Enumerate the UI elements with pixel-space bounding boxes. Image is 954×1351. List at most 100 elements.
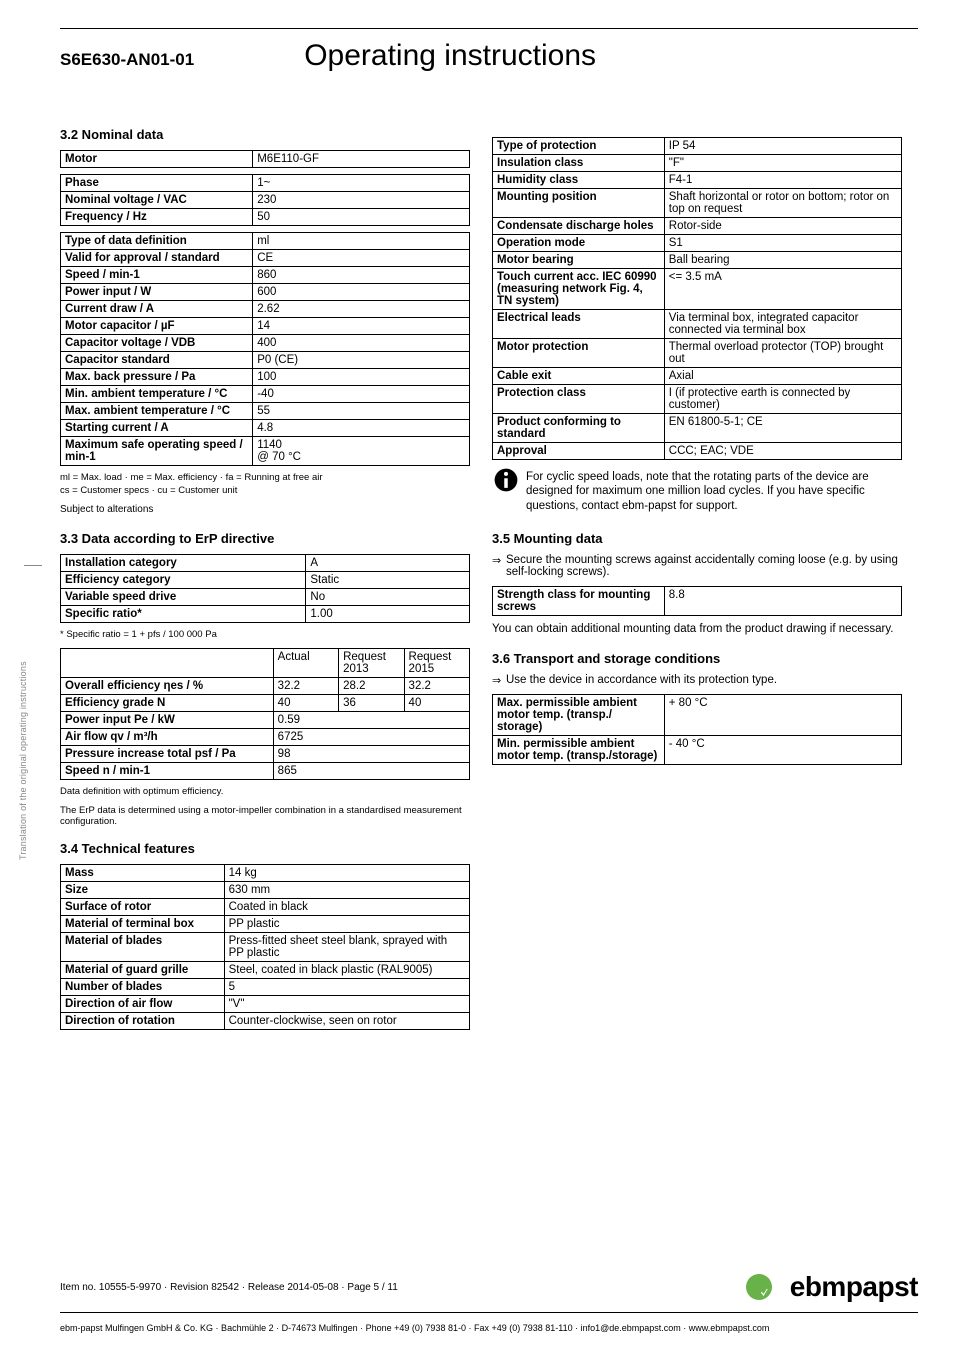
nominal-table: Type of data definitionml Valid for appr… bbox=[60, 232, 470, 466]
mounting-table: Strength class for mounting screws8.8 bbox=[492, 586, 902, 616]
row-v: Coated in black bbox=[224, 898, 469, 915]
row-b: 28.2 bbox=[339, 677, 404, 694]
row-k: Motor bearing bbox=[493, 252, 665, 269]
erp2-footnote-1: Data definition with optimum efficiency. bbox=[60, 786, 470, 797]
section-3-5-title: 3.5 Mounting data bbox=[492, 531, 902, 546]
row-v: Thermal overload protector (TOP) brought… bbox=[664, 339, 901, 368]
row-k: Max. permissible ambient motor temp. (tr… bbox=[493, 694, 665, 735]
erp2-footnote-2: The ErP data is determined using a motor… bbox=[60, 805, 470, 827]
mounting-bullet: Secure the mounting screws against accid… bbox=[492, 554, 902, 578]
transport-table: Max. permissible ambient motor temp. (tr… bbox=[492, 694, 902, 765]
product-code: S6E630-AN01-01 bbox=[60, 50, 194, 70]
row-v: Via terminal box, integrated capacitor c… bbox=[664, 310, 901, 339]
row-k: Speed / min-1 bbox=[61, 267, 253, 284]
row-v: P0 (CE) bbox=[253, 352, 470, 369]
row-k: Material of guard grille bbox=[61, 961, 225, 978]
row-k: Specific ratio* bbox=[61, 605, 306, 622]
row-v: 230 bbox=[253, 192, 470, 209]
row-v: Rotor-side bbox=[664, 218, 901, 235]
row-k: Condensate discharge holes bbox=[493, 218, 665, 235]
row-k: Efficiency category bbox=[61, 571, 306, 588]
row-v: IP 54 bbox=[664, 138, 901, 155]
row-k: Variable speed drive bbox=[61, 588, 306, 605]
footer-company-info: ebm-papst Mulfingen GmbH & Co. KG · Bach… bbox=[60, 1323, 918, 1333]
row-k: Overall efficiency ηes / % bbox=[61, 677, 274, 694]
row-v: CE bbox=[253, 250, 470, 267]
row-k: Electrical leads bbox=[493, 310, 665, 339]
row-k: Capacitor voltage / VDB bbox=[61, 335, 253, 352]
row-k: Operation mode bbox=[493, 235, 665, 252]
row-v: <= 3.5 mA bbox=[664, 269, 901, 310]
top-rule bbox=[60, 28, 918, 29]
row-k: Min. permissible ambient motor temp. (tr… bbox=[493, 735, 665, 764]
row-v: Axial bbox=[664, 368, 901, 385]
mounting-note: You can obtain additional mounting data … bbox=[492, 622, 902, 636]
row-k: Motor capacitor / µF bbox=[61, 318, 253, 335]
row-k: Size bbox=[61, 881, 225, 898]
row-v: 14 kg bbox=[224, 864, 469, 881]
row-v: Press-fitted sheet steel blank, sprayed … bbox=[224, 932, 469, 961]
footer-item-info: Item no. 10555-5-9970 · Revision 82542 ·… bbox=[60, 1282, 398, 1293]
row-k: Efficiency grade N bbox=[61, 694, 274, 711]
row-v: 1.00 bbox=[306, 605, 470, 622]
page-title: Operating instructions bbox=[304, 39, 596, 73]
row-a: 98 bbox=[273, 745, 469, 762]
row-c: 32.2 bbox=[404, 677, 469, 694]
row-c: 40 bbox=[404, 694, 469, 711]
row-k: Air flow qv / m³/h bbox=[61, 728, 274, 745]
row-k: Power input / W bbox=[61, 284, 253, 301]
row-k: Speed n / min-1 bbox=[61, 762, 274, 779]
row-v: - 40 °C bbox=[664, 735, 901, 764]
row-k: Maximum safe operating speed / min-1 bbox=[61, 437, 253, 466]
motor-label: Motor bbox=[61, 151, 253, 168]
nominal-footnote-3: Subject to alterations bbox=[60, 504, 470, 517]
erp1-footnote: * Specific ratio = 1 + pfs / 100 000 Pa bbox=[60, 629, 470, 640]
row-k: Frequency / Hz bbox=[61, 209, 253, 226]
row-v: 630 mm bbox=[224, 881, 469, 898]
info-icon bbox=[492, 466, 520, 494]
row-k: Product conforming to standard bbox=[493, 414, 665, 443]
row-v: Counter-clockwise, seen on rotor bbox=[224, 1012, 469, 1029]
row-v: 1140 @ 70 °C bbox=[253, 437, 470, 466]
row-k: Material of blades bbox=[61, 932, 225, 961]
row-v: 100 bbox=[253, 369, 470, 386]
row-v: F4-1 bbox=[664, 172, 901, 189]
side-line bbox=[24, 565, 42, 566]
row-k: Mounting position bbox=[493, 189, 665, 218]
erp2-h4: Request 2015 bbox=[404, 648, 469, 677]
nominal-footnote-2: cs = Customer specs · cu = Customer unit bbox=[60, 485, 470, 496]
section-3-6-title: 3.6 Transport and storage conditions bbox=[492, 651, 902, 666]
row-v: I (if protective earth is connected by c… bbox=[664, 385, 901, 414]
row-k: Number of blades bbox=[61, 978, 225, 995]
row-k: Starting current / A bbox=[61, 420, 253, 437]
row-k: Humidity class bbox=[493, 172, 665, 189]
row-k: Touch current acc. IEC 60990 (measuring … bbox=[493, 269, 665, 310]
row-k: Surface of rotor bbox=[61, 898, 225, 915]
row-a: 6725 bbox=[273, 728, 469, 745]
row-k: Current draw / A bbox=[61, 301, 253, 318]
row-k: Type of protection bbox=[493, 138, 665, 155]
row-v: 8.8 bbox=[664, 587, 901, 616]
row-k: Max. back pressure / Pa bbox=[61, 369, 253, 386]
row-k: Mass bbox=[61, 864, 225, 881]
row-k: Power input Pe / kW bbox=[61, 711, 274, 728]
motor-table: Motor M6E110-GF bbox=[60, 150, 470, 168]
row-k: Protection class bbox=[493, 385, 665, 414]
row-k: Cable exit bbox=[493, 368, 665, 385]
row-v: + 80 °C bbox=[664, 694, 901, 735]
motor-value: M6E110-GF bbox=[253, 151, 470, 168]
row-v: -40 bbox=[253, 386, 470, 403]
row-k: Capacitor standard bbox=[61, 352, 253, 369]
erp2-h1 bbox=[61, 648, 274, 677]
row-k: Max. ambient temperature / °C bbox=[61, 403, 253, 420]
tech-table-2: Type of protectionIP 54 Insulation class… bbox=[492, 137, 902, 460]
footer-rule bbox=[60, 1312, 918, 1313]
row-k: Min. ambient temperature / °C bbox=[61, 386, 253, 403]
row-k: Phase bbox=[61, 175, 253, 192]
row-a: 32.2 bbox=[273, 677, 338, 694]
row-k: Insulation class bbox=[493, 155, 665, 172]
row-k: Nominal voltage / VAC bbox=[61, 192, 253, 209]
row-k: Material of terminal box bbox=[61, 915, 225, 932]
row-v: Steel, coated in black plastic (RAL9005) bbox=[224, 961, 469, 978]
row-k: Direction of air flow bbox=[61, 995, 225, 1012]
